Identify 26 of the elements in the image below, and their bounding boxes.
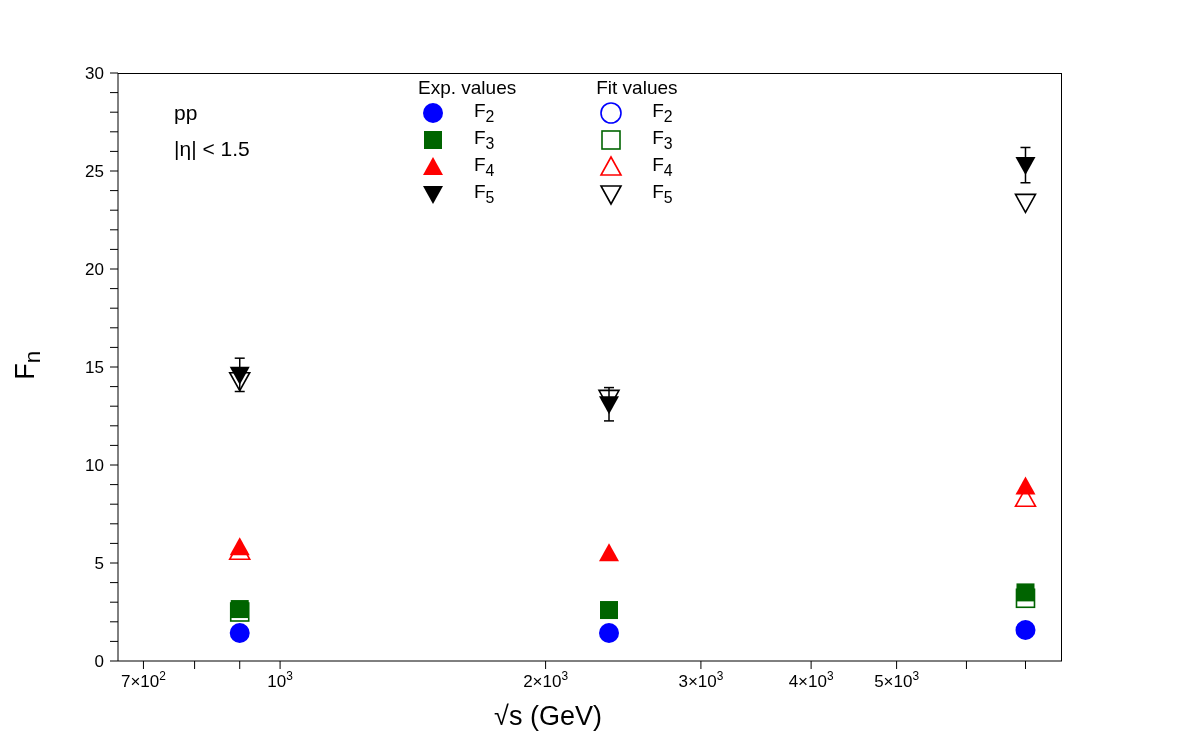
- x-tick-label: 5×10$^{3}$: [874, 669, 920, 691]
- legend-label: F$_{2}$: [474, 99, 495, 126]
- y-tick-label: 5: [94, 554, 104, 573]
- legend-label: F$_{4}$: [652, 153, 673, 180]
- legend-title: Exp. values: [418, 77, 517, 99]
- legend-label: F$_{3}$: [474, 126, 495, 153]
- legend-label: F$_{4}$: [474, 153, 495, 180]
- annotation: pp: [174, 101, 198, 125]
- legend-label: F$_{3}$: [652, 126, 673, 153]
- legend-label: F$_{5}$: [474, 180, 495, 207]
- x-tick-label: 2×10$^{3}$: [523, 669, 569, 691]
- annotation: Fit values: [596, 77, 678, 99]
- y-tick-label: 10: [85, 456, 104, 475]
- x-axis-title: √s (GeV): [493, 701, 603, 732]
- x-tick-label: 7×10$^{2}$: [120, 669, 167, 691]
- legend-label: F$_{5}$: [652, 180, 673, 207]
- x-tick-label: 10$^{3}$: [267, 669, 294, 691]
- y-tick-label: 0: [94, 652, 104, 671]
- legend-label: F$_{2}$: [652, 99, 673, 126]
- x-tick-label: 3×10$^{3}$: [678, 669, 724, 691]
- y-tick-label: 15: [85, 358, 104, 377]
- y-tick-label: 20: [85, 260, 104, 279]
- y-tick-label: 30: [85, 64, 104, 83]
- y-tick-label: 25: [85, 162, 104, 181]
- x-tick-label: 4×10$^{3}$: [788, 669, 834, 691]
- annotation: |η| < 1.5: [174, 137, 250, 161]
